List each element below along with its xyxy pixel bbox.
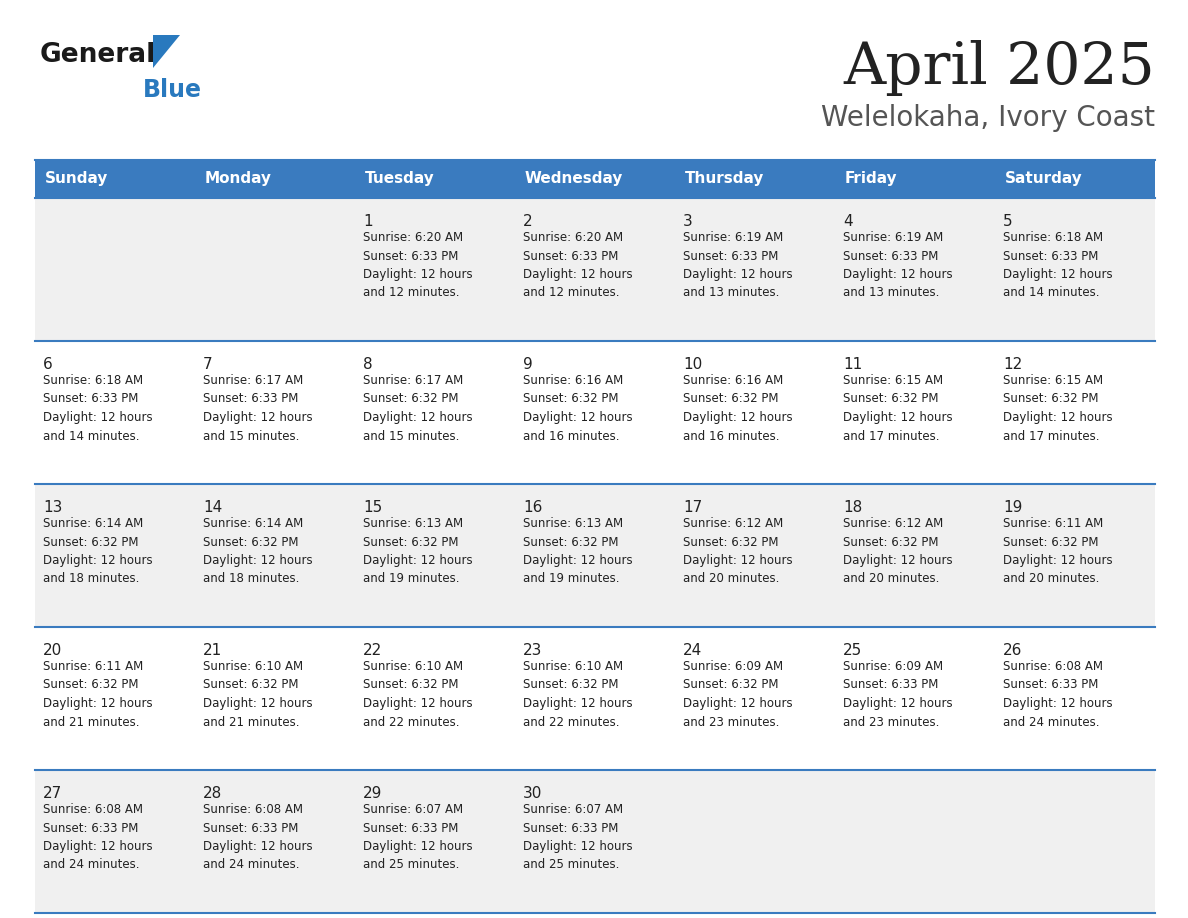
Text: 16: 16	[523, 500, 543, 515]
Text: Sunrise: 6:14 AM
Sunset: 6:32 PM
Daylight: 12 hours
and 18 minutes.: Sunrise: 6:14 AM Sunset: 6:32 PM Dayligh…	[43, 517, 152, 586]
Text: Sunrise: 6:18 AM
Sunset: 6:33 PM
Daylight: 12 hours
and 14 minutes.: Sunrise: 6:18 AM Sunset: 6:33 PM Dayligh…	[43, 374, 152, 442]
Bar	[34, 160, 1155, 198]
Text: Sunrise: 6:10 AM
Sunset: 6:32 PM
Daylight: 12 hours
and 22 minutes.: Sunrise: 6:10 AM Sunset: 6:32 PM Dayligh…	[364, 660, 473, 729]
Text: 30: 30	[523, 786, 543, 801]
Text: 9: 9	[523, 357, 532, 372]
Text: 28: 28	[203, 786, 222, 801]
Text: Welelokaha, Ivory Coast: Welelokaha, Ivory Coast	[821, 104, 1155, 132]
Text: 18: 18	[843, 500, 862, 515]
Text: 17: 17	[683, 500, 702, 515]
Text: Sunrise: 6:15 AM
Sunset: 6:32 PM
Daylight: 12 hours
and 17 minutes.: Sunrise: 6:15 AM Sunset: 6:32 PM Dayligh…	[1003, 374, 1113, 442]
Text: Sunrise: 6:08 AM
Sunset: 6:33 PM
Daylight: 12 hours
and 24 minutes.: Sunrise: 6:08 AM Sunset: 6:33 PM Dayligh…	[203, 803, 312, 871]
Text: Tuesday: Tuesday	[365, 172, 435, 186]
Bar	[34, 484, 1155, 627]
Text: Sunrise: 6:18 AM
Sunset: 6:33 PM
Daylight: 12 hours
and 14 minutes.: Sunrise: 6:18 AM Sunset: 6:33 PM Dayligh…	[1003, 231, 1113, 299]
Text: Sunrise: 6:13 AM
Sunset: 6:32 PM
Daylight: 12 hours
and 19 minutes.: Sunrise: 6:13 AM Sunset: 6:32 PM Dayligh…	[364, 517, 473, 586]
Text: Sunrise: 6:10 AM
Sunset: 6:32 PM
Daylight: 12 hours
and 22 minutes.: Sunrise: 6:10 AM Sunset: 6:32 PM Dayligh…	[523, 660, 633, 729]
Text: 22: 22	[364, 643, 383, 658]
Text: 26: 26	[1003, 643, 1023, 658]
Text: Sunrise: 6:07 AM
Sunset: 6:33 PM
Daylight: 12 hours
and 25 minutes.: Sunrise: 6:07 AM Sunset: 6:33 PM Dayligh…	[364, 803, 473, 871]
Text: Thursday: Thursday	[685, 172, 764, 186]
Text: April 2025: April 2025	[843, 40, 1155, 96]
Text: General: General	[40, 42, 157, 68]
Text: Sunrise: 6:11 AM
Sunset: 6:32 PM
Daylight: 12 hours
and 21 minutes.: Sunrise: 6:11 AM Sunset: 6:32 PM Dayligh…	[43, 660, 152, 729]
Text: Sunrise: 6:12 AM
Sunset: 6:32 PM
Daylight: 12 hours
and 20 minutes.: Sunrise: 6:12 AM Sunset: 6:32 PM Dayligh…	[683, 517, 792, 586]
Text: Sunrise: 6:07 AM
Sunset: 6:33 PM
Daylight: 12 hours
and 25 minutes.: Sunrise: 6:07 AM Sunset: 6:33 PM Dayligh…	[523, 803, 633, 871]
Text: 20: 20	[43, 643, 62, 658]
Text: Friday: Friday	[845, 172, 898, 186]
Text: Saturday: Saturday	[1005, 172, 1082, 186]
Text: 23: 23	[523, 643, 543, 658]
Text: Sunrise: 6:12 AM
Sunset: 6:32 PM
Daylight: 12 hours
and 20 minutes.: Sunrise: 6:12 AM Sunset: 6:32 PM Dayligh…	[843, 517, 953, 586]
Text: 27: 27	[43, 786, 62, 801]
Text: Sunrise: 6:14 AM
Sunset: 6:32 PM
Daylight: 12 hours
and 18 minutes.: Sunrise: 6:14 AM Sunset: 6:32 PM Dayligh…	[203, 517, 312, 586]
Text: 4: 4	[843, 214, 853, 229]
Text: Sunrise: 6:09 AM
Sunset: 6:33 PM
Daylight: 12 hours
and 23 minutes.: Sunrise: 6:09 AM Sunset: 6:33 PM Dayligh…	[843, 660, 953, 729]
Text: 21: 21	[203, 643, 222, 658]
Text: 5: 5	[1003, 214, 1012, 229]
Text: 12: 12	[1003, 357, 1022, 372]
Text: Sunrise: 6:13 AM
Sunset: 6:32 PM
Daylight: 12 hours
and 19 minutes.: Sunrise: 6:13 AM Sunset: 6:32 PM Dayligh…	[523, 517, 633, 586]
Text: 3: 3	[683, 214, 693, 229]
Text: 14: 14	[203, 500, 222, 515]
Text: Sunrise: 6:20 AM
Sunset: 6:33 PM
Daylight: 12 hours
and 12 minutes.: Sunrise: 6:20 AM Sunset: 6:33 PM Dayligh…	[364, 231, 473, 299]
Bar	[34, 341, 1155, 484]
Text: 6: 6	[43, 357, 52, 372]
Text: 1: 1	[364, 214, 373, 229]
Text: Sunrise: 6:11 AM
Sunset: 6:32 PM
Daylight: 12 hours
and 20 minutes.: Sunrise: 6:11 AM Sunset: 6:32 PM Dayligh…	[1003, 517, 1113, 586]
Text: Sunrise: 6:16 AM
Sunset: 6:32 PM
Daylight: 12 hours
and 16 minutes.: Sunrise: 6:16 AM Sunset: 6:32 PM Dayligh…	[683, 374, 792, 442]
Text: 19: 19	[1003, 500, 1023, 515]
Text: 25: 25	[843, 643, 862, 658]
Bar	[34, 627, 1155, 770]
Text: Wednesday: Wednesday	[525, 172, 624, 186]
Text: Sunrise: 6:08 AM
Sunset: 6:33 PM
Daylight: 12 hours
and 24 minutes.: Sunrise: 6:08 AM Sunset: 6:33 PM Dayligh…	[43, 803, 152, 871]
Bar	[34, 198, 1155, 341]
Text: 29: 29	[364, 786, 383, 801]
Polygon shape	[153, 35, 181, 68]
Text: Sunrise: 6:09 AM
Sunset: 6:32 PM
Daylight: 12 hours
and 23 minutes.: Sunrise: 6:09 AM Sunset: 6:32 PM Dayligh…	[683, 660, 792, 729]
Text: Sunrise: 6:20 AM
Sunset: 6:33 PM
Daylight: 12 hours
and 12 minutes.: Sunrise: 6:20 AM Sunset: 6:33 PM Dayligh…	[523, 231, 633, 299]
Text: Sunday: Sunday	[45, 172, 108, 186]
Text: Sunrise: 6:10 AM
Sunset: 6:32 PM
Daylight: 12 hours
and 21 minutes.: Sunrise: 6:10 AM Sunset: 6:32 PM Dayligh…	[203, 660, 312, 729]
Text: Sunrise: 6:17 AM
Sunset: 6:33 PM
Daylight: 12 hours
and 15 minutes.: Sunrise: 6:17 AM Sunset: 6:33 PM Dayligh…	[203, 374, 312, 442]
Text: 11: 11	[843, 357, 862, 372]
Text: Sunrise: 6:15 AM
Sunset: 6:32 PM
Daylight: 12 hours
and 17 minutes.: Sunrise: 6:15 AM Sunset: 6:32 PM Dayligh…	[843, 374, 953, 442]
Text: Sunrise: 6:19 AM
Sunset: 6:33 PM
Daylight: 12 hours
and 13 minutes.: Sunrise: 6:19 AM Sunset: 6:33 PM Dayligh…	[843, 231, 953, 299]
Text: Sunrise: 6:17 AM
Sunset: 6:32 PM
Daylight: 12 hours
and 15 minutes.: Sunrise: 6:17 AM Sunset: 6:32 PM Dayligh…	[364, 374, 473, 442]
Text: 7: 7	[203, 357, 213, 372]
Text: Sunrise: 6:19 AM
Sunset: 6:33 PM
Daylight: 12 hours
and 13 minutes.: Sunrise: 6:19 AM Sunset: 6:33 PM Dayligh…	[683, 231, 792, 299]
Text: Monday: Monday	[206, 172, 272, 186]
Text: 10: 10	[683, 357, 702, 372]
Text: 2: 2	[523, 214, 532, 229]
Text: Blue: Blue	[143, 78, 202, 102]
Text: 13: 13	[43, 500, 63, 515]
Text: Sunrise: 6:08 AM
Sunset: 6:33 PM
Daylight: 12 hours
and 24 minutes.: Sunrise: 6:08 AM Sunset: 6:33 PM Dayligh…	[1003, 660, 1113, 729]
Text: 24: 24	[683, 643, 702, 658]
Text: 15: 15	[364, 500, 383, 515]
Bar	[34, 770, 1155, 913]
Text: 8: 8	[364, 357, 373, 372]
Text: Sunrise: 6:16 AM
Sunset: 6:32 PM
Daylight: 12 hours
and 16 minutes.: Sunrise: 6:16 AM Sunset: 6:32 PM Dayligh…	[523, 374, 633, 442]
